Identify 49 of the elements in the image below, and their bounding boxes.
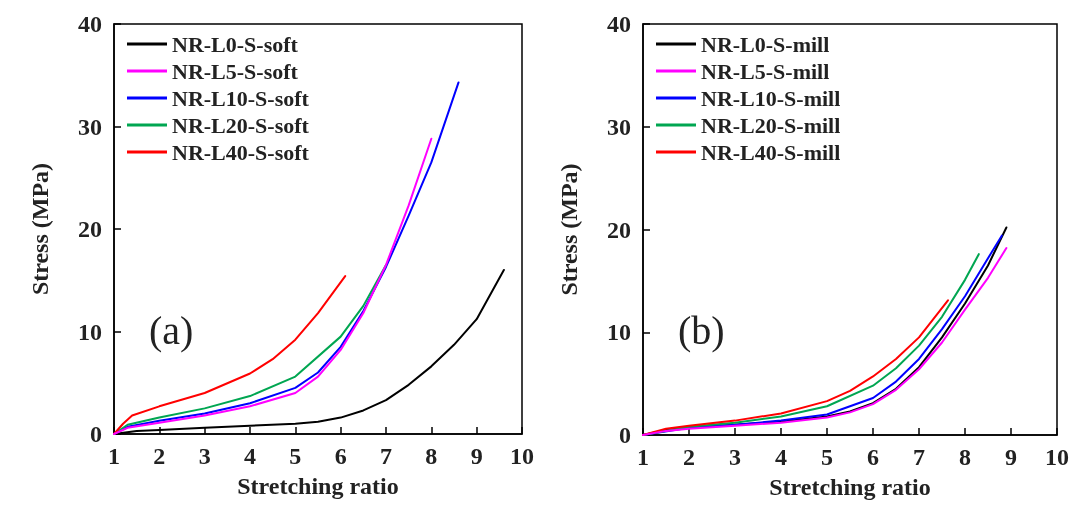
x-tick-label: 7 xyxy=(913,444,925,470)
x-tick-label: 8 xyxy=(959,444,971,470)
x-tick-label: 10 xyxy=(1045,444,1069,470)
legend-label: NR-L20-S-mill xyxy=(701,112,841,138)
y-tick-label: 0 xyxy=(90,421,102,447)
x-tick-label: 4 xyxy=(775,444,787,470)
legend-label: NR-L5-S-mill xyxy=(701,58,830,84)
x-tick-label: 5 xyxy=(821,444,833,470)
x-axis-title: Stretching ratio xyxy=(237,473,399,499)
x-tick-label: 10 xyxy=(510,443,534,469)
x-tick-label: 6 xyxy=(867,444,879,470)
x-tick-label: 3 xyxy=(198,443,211,469)
x-tick-label: 4 xyxy=(244,443,256,469)
legend-label: NR-L40-S-soft xyxy=(172,139,310,165)
annotation: (a) xyxy=(149,307,194,353)
x-tick-label: 8 xyxy=(425,443,438,469)
y-tick-label: 20 xyxy=(78,216,102,242)
x-tick-label: 2 xyxy=(153,443,166,469)
y-tick-label: 30 xyxy=(607,113,631,140)
x-tick-label: 2 xyxy=(683,444,695,470)
legend-label: NR-L10-S-mill xyxy=(701,85,841,111)
legend-label: NR-L10-S-soft xyxy=(172,85,310,111)
legend-label: NR-L5-S-soft xyxy=(172,58,299,84)
line-series xyxy=(113,275,347,435)
y-tick-label: 0 xyxy=(619,422,631,448)
x-tick-label: 1 xyxy=(637,444,649,470)
x-tick-label: 9 xyxy=(470,443,483,469)
legend-label: NR-L0-S-soft xyxy=(172,31,299,57)
x-tick-label: 6 xyxy=(334,443,347,469)
y-axis-title: Stress (MPa) xyxy=(556,163,582,296)
y-axis-title: Stress (MPa) xyxy=(27,162,53,296)
line-series xyxy=(113,137,433,435)
y-tick-label: 40 xyxy=(78,11,102,37)
x-tick-label: 3 xyxy=(729,444,741,470)
y-tick-label: 40 xyxy=(607,11,631,37)
y-tick-label: 20 xyxy=(607,216,631,243)
line-series xyxy=(642,299,949,436)
x-tick-label: 7 xyxy=(380,443,392,469)
legend-label: NR-L40-S-mill xyxy=(701,139,841,165)
x-tick-label: 1 xyxy=(108,443,120,469)
annotation: (b) xyxy=(678,307,725,353)
x-tick-label: 9 xyxy=(1005,444,1017,470)
legend-label: NR-L20-S-soft xyxy=(172,112,310,138)
legend-label: NR-L0-S-mill xyxy=(701,31,830,57)
x-axis-title: Stretching ratio xyxy=(769,474,931,500)
y-tick-label: 10 xyxy=(607,319,631,346)
y-tick-label: 10 xyxy=(78,318,102,345)
y-tick-label: 30 xyxy=(78,113,102,140)
x-tick-label: 5 xyxy=(289,443,302,469)
